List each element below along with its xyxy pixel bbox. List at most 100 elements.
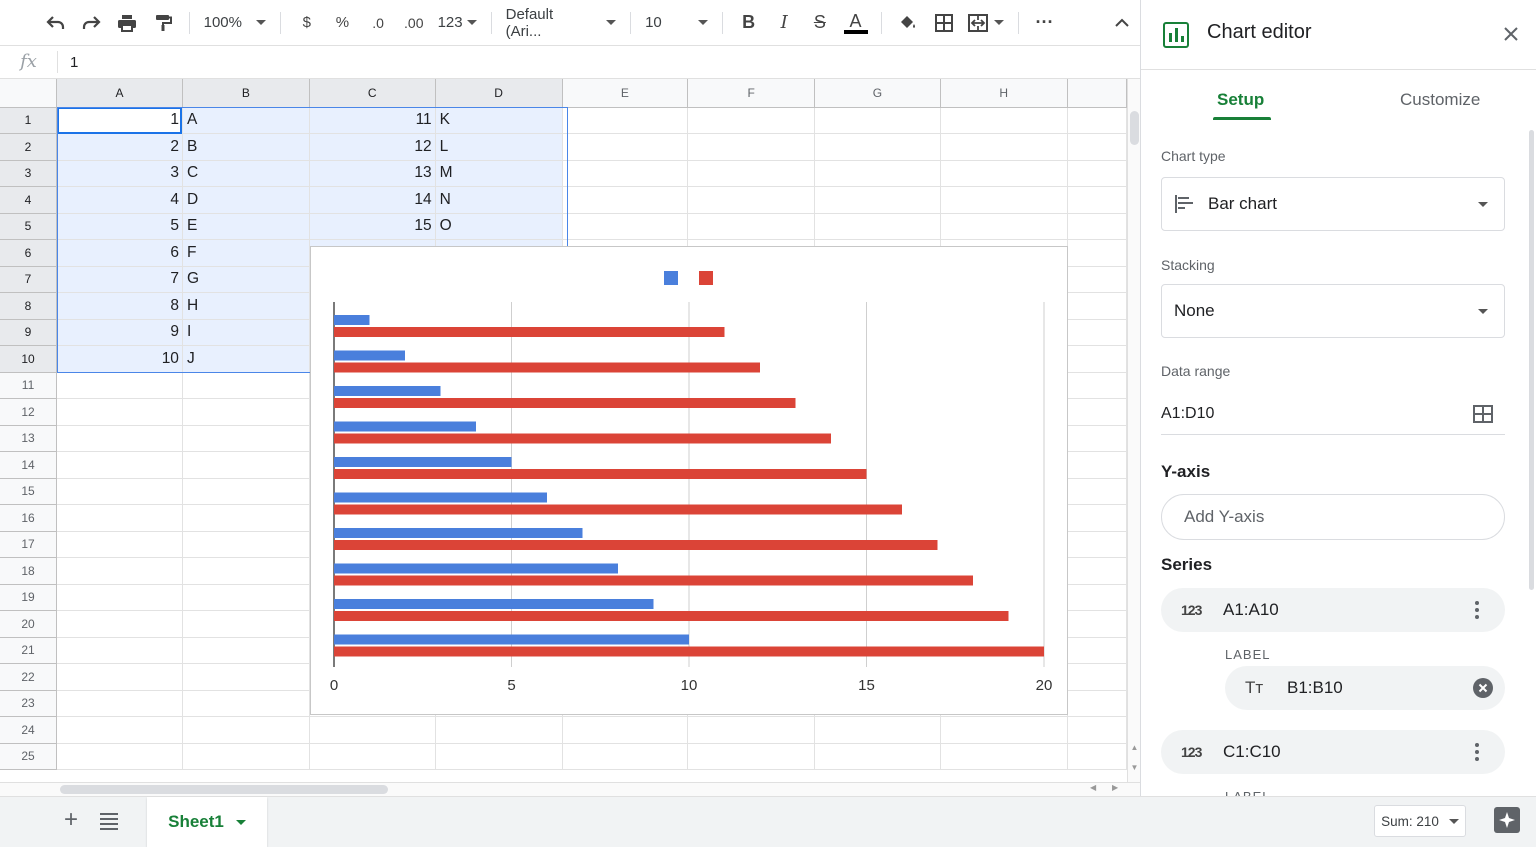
row-header[interactable]: 13 bbox=[0, 425, 58, 452]
cell[interactable] bbox=[182, 610, 310, 638]
remove-circle-icon[interactable] bbox=[1473, 678, 1493, 698]
cell[interactable] bbox=[940, 107, 1068, 134]
cell[interactable] bbox=[182, 478, 310, 505]
cell[interactable] bbox=[814, 186, 941, 214]
cell[interactable] bbox=[687, 743, 816, 770]
select-all-corner[interactable] bbox=[0, 79, 58, 108]
row-header[interactable]: 1 bbox=[0, 107, 58, 134]
cell[interactable]: 14 bbox=[309, 186, 436, 214]
cell[interactable] bbox=[182, 372, 310, 399]
cell[interactable] bbox=[814, 107, 941, 134]
cell[interactable] bbox=[814, 716, 941, 744]
row-header[interactable]: 17 bbox=[0, 531, 58, 558]
stacking-select[interactable]: None bbox=[1161, 284, 1505, 338]
cell[interactable]: B bbox=[182, 133, 310, 161]
cell[interactable] bbox=[1067, 319, 1127, 346]
cell[interactable] bbox=[56, 478, 183, 505]
vertical-scrollbar[interactable]: ▲ ▼ bbox=[1127, 79, 1140, 782]
cell[interactable] bbox=[1067, 690, 1127, 717]
cell[interactable] bbox=[56, 398, 183, 426]
row-header[interactable]: 4 bbox=[0, 186, 58, 214]
cell[interactable] bbox=[1067, 584, 1127, 611]
cell[interactable] bbox=[182, 451, 310, 479]
cell[interactable] bbox=[182, 398, 310, 426]
cell[interactable] bbox=[309, 716, 436, 744]
cell[interactable] bbox=[687, 107, 816, 134]
more-vert-icon[interactable] bbox=[1475, 743, 1479, 761]
cell[interactable]: 10 bbox=[56, 345, 183, 373]
cell[interactable] bbox=[687, 213, 816, 240]
cell[interactable] bbox=[814, 743, 941, 770]
cell[interactable]: H bbox=[182, 292, 310, 320]
embedded-bar-chart[interactable]: 0 5 10 15 20 bbox=[310, 246, 1068, 715]
cell[interactable]: 9 bbox=[56, 319, 183, 346]
cell[interactable] bbox=[56, 531, 183, 558]
cell[interactable]: M bbox=[435, 160, 563, 187]
add-y-axis-button[interactable]: Add Y-axis bbox=[1161, 494, 1505, 540]
tab-customize[interactable]: Customize bbox=[1400, 90, 1481, 109]
cell[interactable] bbox=[1067, 610, 1127, 638]
cell[interactable] bbox=[56, 372, 183, 399]
cell[interactable] bbox=[435, 743, 563, 770]
strikethrough-button[interactable]: S bbox=[813, 12, 826, 32]
more-formats-button[interactable]: 123 bbox=[432, 8, 483, 38]
cell[interactable]: 3 bbox=[56, 160, 183, 187]
cell[interactable]: 12 bbox=[309, 133, 436, 161]
cell[interactable] bbox=[1067, 531, 1127, 558]
row-header[interactable]: 7 bbox=[0, 266, 58, 293]
cell[interactable] bbox=[1067, 637, 1127, 664]
cell[interactable] bbox=[309, 743, 436, 770]
row-header[interactable]: 16 bbox=[0, 504, 58, 532]
row-header[interactable]: 9 bbox=[0, 319, 58, 346]
sum-summary-select[interactable]: Sum: 210 bbox=[1374, 805, 1466, 837]
cell[interactable] bbox=[182, 425, 310, 452]
cell[interactable] bbox=[1067, 743, 1127, 770]
formula-input[interactable]: 1 bbox=[70, 53, 79, 71]
cell[interactable]: 5 bbox=[56, 213, 183, 240]
cell[interactable] bbox=[1067, 504, 1127, 532]
cell[interactable] bbox=[562, 186, 689, 214]
row-header[interactable]: 22 bbox=[0, 663, 58, 691]
cell[interactable] bbox=[940, 160, 1068, 187]
column-header[interactable]: G bbox=[814, 79, 941, 108]
cell[interactable] bbox=[1067, 186, 1127, 214]
currency-format-button[interactable]: $ bbox=[302, 14, 311, 31]
italic-button[interactable]: I bbox=[780, 12, 788, 33]
column-header[interactable]: B bbox=[182, 79, 310, 108]
cell[interactable]: D bbox=[182, 186, 310, 214]
vertical-scroll-thumb[interactable] bbox=[1130, 111, 1139, 145]
fill-color-icon[interactable] bbox=[890, 8, 926, 38]
cell[interactable] bbox=[814, 133, 941, 161]
sheet-tab[interactable]: Sheet1 bbox=[147, 797, 267, 847]
series-item[interactable]: 123 C1:C10 bbox=[1161, 730, 1505, 774]
cell[interactable] bbox=[1067, 557, 1127, 585]
cell[interactable] bbox=[1067, 451, 1127, 479]
cell[interactable]: 15 bbox=[309, 213, 436, 240]
redo-icon[interactable] bbox=[74, 8, 110, 38]
undo-icon[interactable] bbox=[38, 8, 74, 38]
column-header[interactable]: A bbox=[56, 79, 183, 108]
cell[interactable] bbox=[562, 133, 689, 161]
zoom-select[interactable]: 100% bbox=[198, 8, 272, 38]
row-header[interactable]: 2 bbox=[0, 133, 58, 161]
row-header[interactable]: 25 bbox=[0, 743, 58, 770]
add-sheet-button[interactable]: + bbox=[63, 806, 78, 833]
cell[interactable] bbox=[56, 716, 183, 744]
cell[interactable]: C bbox=[182, 160, 310, 187]
cell[interactable]: 6 bbox=[56, 239, 183, 267]
row-header[interactable]: 11 bbox=[0, 372, 58, 399]
print-icon[interactable] bbox=[109, 8, 145, 38]
editor-scrollbar[interactable] bbox=[1529, 130, 1534, 590]
cell[interactable] bbox=[1067, 133, 1127, 161]
cell[interactable]: J bbox=[182, 345, 310, 373]
scroll-up-icon[interactable]: ▲ bbox=[1130, 743, 1139, 752]
cell[interactable]: 7 bbox=[56, 266, 183, 293]
cell[interactable] bbox=[687, 186, 816, 214]
column-header[interactable]: H bbox=[940, 79, 1068, 108]
data-range-input[interactable]: A1:D10 bbox=[1161, 405, 1505, 435]
cell[interactable] bbox=[182, 531, 310, 558]
text-color-button[interactable]: A bbox=[838, 8, 874, 38]
scroll-down-icon[interactable]: ▼ bbox=[1130, 763, 1139, 772]
column-header[interactable]: E bbox=[562, 79, 689, 108]
font-size-select[interactable]: 10 bbox=[639, 8, 714, 38]
